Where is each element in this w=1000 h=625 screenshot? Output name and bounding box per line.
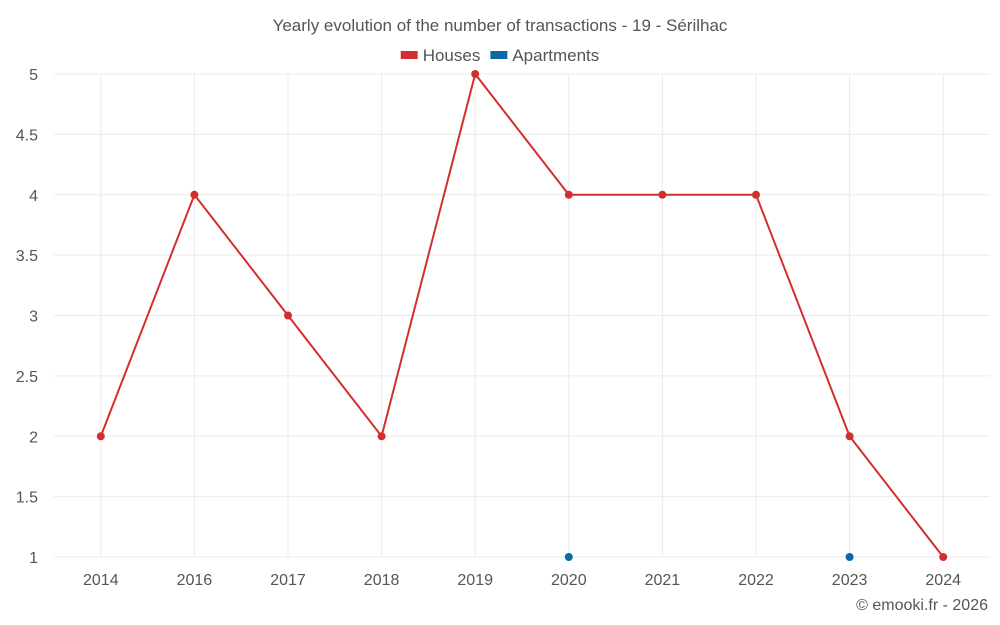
y-tick-label: 4 [29,188,38,205]
data-point[interactable] [845,432,854,441]
data-point[interactable] [96,432,105,441]
y-tick-label: 4.5 [16,127,38,144]
x-tick-label: 2018 [364,572,400,589]
x-tick-label: 2019 [457,572,493,589]
legend: Houses Apartments [400,46,599,65]
y-tick-label: 5 [29,67,38,84]
x-tick-label: 2014 [83,572,119,589]
data-point[interactable] [752,190,760,199]
data-point[interactable] [658,190,667,199]
y-tick-label: 2.5 [16,369,38,386]
y-tick-label: 3.5 [16,248,38,265]
x-tick-label: 2023 [832,572,868,589]
legend-swatch-houses [400,51,418,59]
x-tick-label: 2020 [551,572,587,589]
x-tick-label: 2017 [270,572,306,589]
series-apartments [564,553,854,561]
series-group [96,70,948,561]
y-tick-label: 1.5 [16,490,38,507]
data-point[interactable] [845,553,854,561]
legend-swatch-apartments [490,51,508,59]
data-point[interactable] [564,190,573,199]
data-point[interactable] [564,553,573,561]
data-point[interactable] [939,553,948,561]
data-point[interactable] [284,311,292,320]
y-axis-ticks: 1 1.5 2 2.5 3 3.5 4 4.5 5 [16,67,38,567]
data-point[interactable] [377,432,386,441]
credit-text: © emooki.fr - 2026 [856,597,988,614]
x-tick-label: 2016 [177,572,213,589]
x-tick-label: 2022 [738,572,774,589]
y-tick-label: 2 [29,429,38,446]
chart-title: Yearly evolution of the number of transa… [273,16,728,35]
y-tick-label: 1 [29,550,38,567]
series-houses [96,70,948,561]
x-tick-label: 2021 [645,572,681,589]
x-axis-ticks: 2014 2016 2017 2018 2019 2020 2021 2022 2023 2024 [83,572,961,589]
data-point[interactable] [190,190,199,199]
legend-item-houses[interactable]: Houses [423,46,481,65]
gridlines [54,73,990,558]
y-tick-label: 3 [29,309,38,326]
legend-item-apartments[interactable]: Apartments [512,46,599,65]
series-line-houses [99,71,944,558]
x-tick-label: 2024 [925,572,961,589]
data-point[interactable] [471,70,480,78]
